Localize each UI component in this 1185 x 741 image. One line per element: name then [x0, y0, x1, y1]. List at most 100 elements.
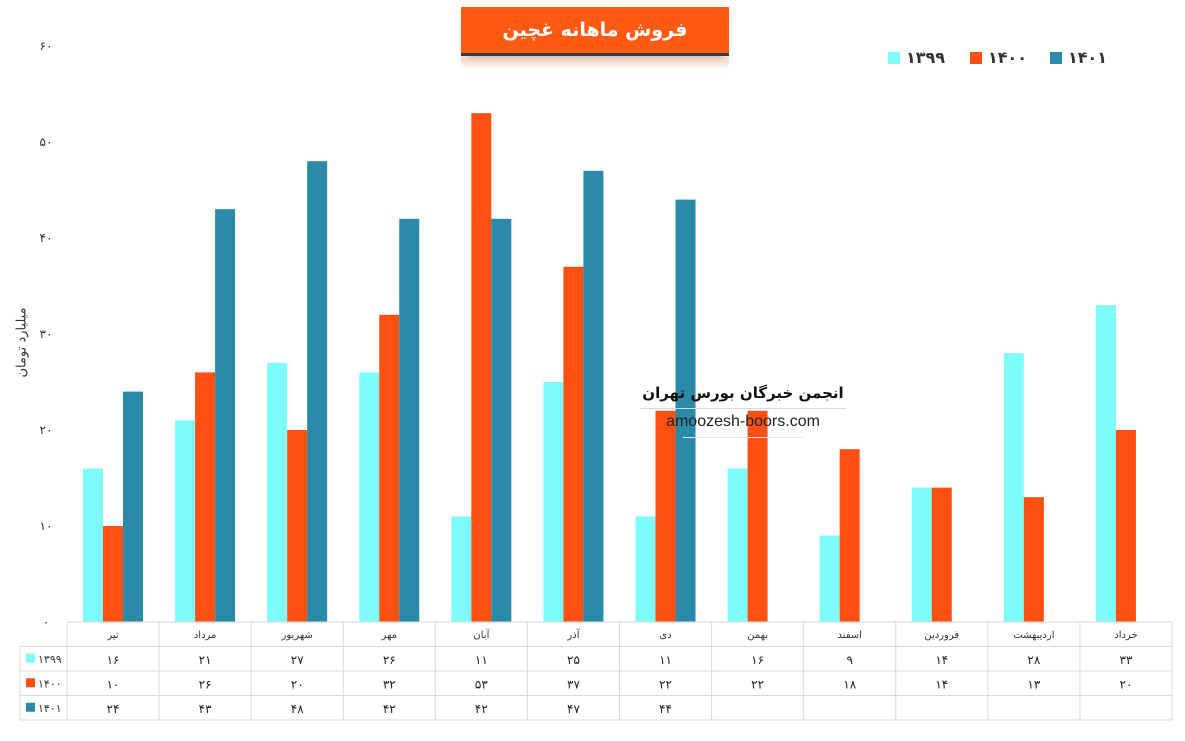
- data-label: ۴۲: [383, 702, 396, 716]
- bar-0-11: [1095, 305, 1116, 622]
- data-label: ۱۰: [107, 677, 120, 691]
- bar-2-6: [675, 199, 696, 622]
- legend-item: ۱۳۹۹: [888, 48, 945, 67]
- data-label: ۴۸: [291, 702, 304, 716]
- data-label: ۲۲: [751, 677, 764, 691]
- bar-1-4: [471, 113, 492, 622]
- bar-0-0: [83, 468, 103, 622]
- data-label: ۴۲: [475, 702, 488, 716]
- data-label: ۲۵: [567, 653, 580, 667]
- data-label: ۱۱: [659, 653, 672, 667]
- bar-1-9: [931, 487, 952, 622]
- bar-1-3: [379, 314, 400, 622]
- bar-0-4: [451, 516, 472, 622]
- x-tick-label: تیر: [106, 630, 119, 641]
- y-tick-label: ۲۰: [40, 423, 53, 437]
- legend-label: ۱۳۹۹: [906, 48, 946, 67]
- legend-swatch: [1050, 51, 1062, 64]
- y-tick-label: ۳۰: [40, 327, 53, 341]
- y-tick-label: ۶۰: [40, 39, 53, 53]
- legend: ۱۳۹۹ ۱۴۰۰ ۱۴۰۱: [880, 48, 1110, 72]
- table-swatch-0: [26, 653, 35, 663]
- watermark-divider-2: [683, 437, 803, 438]
- bar-1-10: [1023, 497, 1044, 622]
- bar-2-3: [399, 218, 420, 623]
- bar-0-1: [175, 420, 196, 622]
- data-label: ۱۴: [935, 677, 948, 691]
- data-label: ۳۲: [383, 677, 396, 691]
- table-series-name: ۱۳۹۹: [38, 653, 62, 666]
- bar-2-4: [491, 218, 512, 623]
- x-tick-label: شهریور: [281, 630, 313, 641]
- x-tick-label: بهمن: [747, 630, 768, 641]
- chart-title-box: فروش ماهانه غچین: [461, 7, 729, 56]
- x-tick-label: اسفند: [837, 630, 861, 641]
- table-series-name: ۱۴۰۱: [38, 702, 62, 715]
- x-tick-label: آذر: [566, 628, 580, 641]
- bar-1-0: [103, 526, 123, 622]
- x-tick-label: اردیبهشت: [1013, 630, 1054, 641]
- legend-swatch: [888, 51, 900, 64]
- data-label: ۲۷: [291, 653, 304, 667]
- bar-0-8: [819, 535, 840, 622]
- data-label: ۱۴: [935, 653, 948, 667]
- legend-item: ۱۴۰۰: [970, 48, 1027, 67]
- bar-1-1: [195, 372, 216, 622]
- bar-0-10: [1003, 353, 1024, 622]
- legend-label: ۱۴۰۰: [988, 48, 1028, 67]
- x-tick-label: فروردین: [924, 630, 959, 641]
- data-label: ۱۸: [843, 677, 856, 691]
- bar-2-0: [123, 391, 143, 622]
- y-tick-label: ۱۰: [40, 519, 53, 533]
- table-swatch-1: [26, 678, 35, 688]
- data-label: ۵۳: [475, 677, 488, 691]
- legend-swatch: [970, 51, 982, 64]
- bar-1-6: [655, 410, 676, 622]
- data-label: ۲۰: [291, 677, 304, 691]
- bar-2-2: [307, 161, 328, 622]
- legend-label: ۱۴۰۱: [1068, 48, 1108, 67]
- data-label: ۹: [846, 653, 852, 667]
- data-label: ۴۷: [567, 702, 580, 716]
- table-series-name: ۱۴۰۰: [38, 677, 62, 690]
- data-label: ۴۴: [659, 702, 672, 716]
- bar-1-11: [1115, 430, 1136, 622]
- data-label: ۴۳: [199, 702, 212, 716]
- data-label: ۲۸: [1027, 653, 1040, 667]
- data-label: ۲۴: [107, 702, 120, 716]
- bar-0-3: [359, 372, 380, 622]
- bar-0-6: [635, 516, 656, 622]
- bar-1-8: [839, 449, 860, 622]
- title-reflection: [461, 57, 729, 69]
- bar-1-7: [747, 410, 768, 622]
- watermark-title: انجمن خبرگان بورس تهران: [642, 384, 844, 402]
- bar-2-1: [215, 209, 236, 622]
- data-label: ۱۶: [107, 653, 120, 667]
- y-tick-label: ۰: [43, 615, 49, 629]
- data-label: ۲۱: [199, 653, 212, 667]
- data-label: ۳۷: [567, 677, 580, 691]
- bar-2-5: [583, 170, 604, 623]
- bar-0-2: [267, 362, 288, 622]
- watermark: انجمن خبرگان بورس تهران amoozesh-boors.c…: [640, 384, 846, 438]
- data-label: ۱۶: [751, 653, 764, 667]
- legend-item: ۱۴۰۱: [1050, 48, 1107, 67]
- x-tick-label: آبان: [473, 628, 490, 641]
- chart-title: فروش ماهانه غچین: [502, 19, 688, 41]
- x-tick-label: دی: [659, 630, 671, 641]
- data-label: ۱۱: [475, 653, 488, 667]
- y-tick-label: ۵۰: [40, 135, 53, 149]
- data-label: ۲۲: [659, 677, 672, 691]
- bar-1-2: [287, 430, 308, 622]
- bar-0-7: [727, 468, 748, 622]
- watermark-divider: [640, 408, 846, 409]
- data-label: ۳۳: [1120, 653, 1133, 667]
- x-tick-label: مرداد: [194, 630, 217, 641]
- data-label: ۲۶: [383, 653, 396, 667]
- data-label: ۲۰: [1120, 677, 1133, 691]
- x-tick-label: خرداد: [1114, 630, 1137, 641]
- data-label: ۱۳: [1027, 677, 1040, 691]
- watermark-url: amoozesh-boors.com: [666, 413, 820, 430]
- table-swatch-2: [26, 702, 35, 712]
